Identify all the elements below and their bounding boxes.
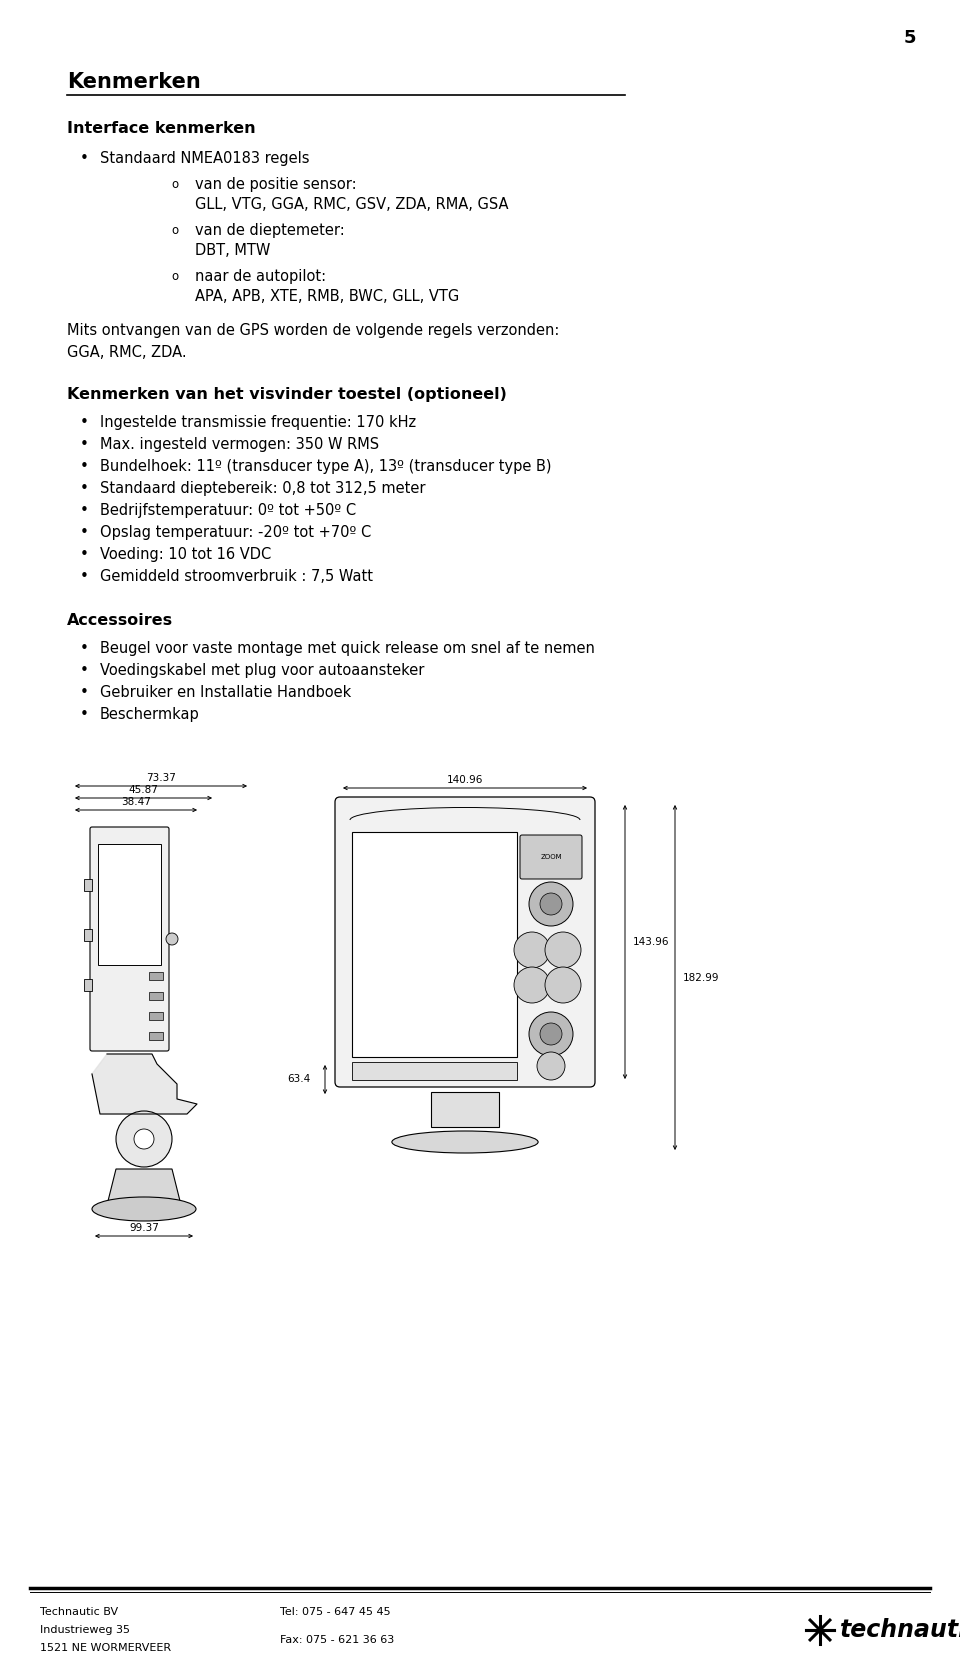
Text: •: •: [80, 436, 89, 451]
Bar: [352, 1062, 517, 1080]
Text: Interface kenmerken: Interface kenmerken: [67, 121, 255, 136]
Bar: [84, 879, 92, 890]
Text: •: •: [80, 525, 89, 540]
Text: Ingestelde transmissie frequentie: 170 kHz: Ingestelde transmissie frequentie: 170 k…: [100, 414, 416, 429]
Text: •: •: [80, 481, 89, 495]
Text: Tel: 075 - 647 45 45: Tel: 075 - 647 45 45: [280, 1607, 391, 1617]
Circle shape: [540, 892, 562, 916]
Bar: [84, 979, 92, 991]
Circle shape: [116, 1110, 172, 1167]
Text: naar de autopilot:: naar de autopilot:: [195, 268, 326, 283]
Text: Gebruiker en Installatie Handboek: Gebruiker en Installatie Handboek: [100, 684, 351, 699]
Circle shape: [545, 932, 581, 968]
Text: •: •: [80, 706, 89, 721]
Text: Standaard dieptebereik: 0,8 tot 312,5 meter: Standaard dieptebereik: 0,8 tot 312,5 me…: [100, 481, 425, 495]
Text: 99.37: 99.37: [129, 1223, 159, 1233]
Text: Standaard NMEA0183 regels: Standaard NMEA0183 regels: [100, 151, 309, 166]
Text: o: o: [172, 223, 179, 236]
FancyBboxPatch shape: [520, 835, 582, 879]
Text: Accessoires: Accessoires: [67, 612, 173, 627]
Text: GGA, RMC, ZDA.: GGA, RMC, ZDA.: [67, 344, 186, 359]
FancyBboxPatch shape: [90, 827, 169, 1051]
Text: 143.96: 143.96: [633, 937, 669, 948]
Text: o: o: [172, 178, 179, 191]
Text: •: •: [80, 458, 89, 473]
Text: Beugel voor vaste montage met quick release om snel af te nemen: Beugel voor vaste montage met quick rele…: [100, 641, 595, 656]
Circle shape: [537, 1051, 565, 1080]
Circle shape: [545, 968, 581, 1003]
Text: 45.87: 45.87: [129, 785, 158, 795]
Bar: [431, 1092, 499, 1127]
Text: Technautic BV: Technautic BV: [40, 1607, 118, 1617]
Text: APA, APB, XTE, RMB, BWC, GLL, VTG: APA, APB, XTE, RMB, BWC, GLL, VTG: [195, 288, 459, 304]
Text: Voedingskabel met plug voor autoaansteker: Voedingskabel met plug voor autoaansteke…: [100, 662, 424, 678]
Text: Kenmerken: Kenmerken: [67, 72, 201, 92]
Text: Kenmerken van het visvinder toestel (optioneel): Kenmerken van het visvinder toestel (opt…: [67, 386, 507, 401]
Text: •: •: [80, 414, 89, 429]
Text: •: •: [80, 684, 89, 699]
Text: van de positie sensor:: van de positie sensor:: [195, 176, 356, 191]
Text: •: •: [80, 641, 89, 656]
Text: Industrieweg 35: Industrieweg 35: [40, 1625, 130, 1635]
Bar: [98, 844, 161, 964]
Text: 63.4: 63.4: [287, 1075, 310, 1085]
Text: •: •: [80, 503, 89, 518]
Circle shape: [514, 968, 550, 1003]
Text: Beschermkap: Beschermkap: [100, 706, 200, 721]
Text: DBT, MTW: DBT, MTW: [195, 243, 271, 258]
Text: van de dieptemeter:: van de dieptemeter:: [195, 223, 345, 238]
Text: 38.47: 38.47: [121, 797, 151, 807]
Text: •: •: [80, 569, 89, 584]
Text: Opslag temperatuur: -20º tot +70º C: Opslag temperatuur: -20º tot +70º C: [100, 525, 372, 540]
Bar: [149, 993, 163, 999]
Text: ZOOM: ZOOM: [540, 854, 562, 860]
Text: 140.96: 140.96: [446, 775, 483, 785]
FancyBboxPatch shape: [335, 797, 595, 1087]
Text: Voeding: 10 tot 16 VDC: Voeding: 10 tot 16 VDC: [100, 547, 272, 562]
Text: Gemiddeld stroomverbruik : 7,5 Watt: Gemiddeld stroomverbruik : 7,5 Watt: [100, 569, 373, 584]
Circle shape: [514, 932, 550, 968]
Text: Fax: 075 - 621 36 63: Fax: 075 - 621 36 63: [280, 1635, 395, 1645]
Text: 5: 5: [903, 29, 916, 47]
Text: Max. ingesteld vermogen: 350 W RMS: Max. ingesteld vermogen: 350 W RMS: [100, 436, 379, 451]
Text: •: •: [80, 547, 89, 562]
Bar: [352, 832, 517, 1057]
Bar: [149, 1011, 163, 1020]
Bar: [149, 973, 163, 979]
Ellipse shape: [392, 1130, 539, 1154]
Polygon shape: [106, 1169, 182, 1209]
Circle shape: [166, 932, 178, 946]
Text: technautic: technautic: [840, 1618, 960, 1642]
Circle shape: [529, 882, 573, 926]
Text: 1521 NE WORMERVEER: 1521 NE WORMERVEER: [40, 1643, 171, 1654]
Circle shape: [529, 1011, 573, 1057]
Text: o: o: [172, 270, 179, 282]
Text: Bedrijfstemperatuur: 0º tot +50º C: Bedrijfstemperatuur: 0º tot +50º C: [100, 503, 356, 518]
Text: Bundelhoek: 11º (transducer type A), 13º (transducer type B): Bundelhoek: 11º (transducer type A), 13º…: [100, 458, 551, 473]
Text: •: •: [80, 151, 89, 166]
Circle shape: [134, 1129, 154, 1149]
Text: 182.99: 182.99: [683, 973, 719, 983]
Text: 73.37: 73.37: [146, 773, 176, 783]
Circle shape: [540, 1023, 562, 1045]
Bar: [149, 1031, 163, 1040]
Polygon shape: [92, 1055, 197, 1114]
Text: GLL, VTG, GGA, RMC, GSV, ZDA, RMA, GSA: GLL, VTG, GGA, RMC, GSV, ZDA, RMA, GSA: [195, 196, 509, 211]
Text: •: •: [80, 662, 89, 678]
Text: Mits ontvangen van de GPS worden de volgende regels verzonden:: Mits ontvangen van de GPS worden de volg…: [67, 322, 560, 337]
Ellipse shape: [92, 1197, 196, 1221]
Bar: [84, 929, 92, 941]
